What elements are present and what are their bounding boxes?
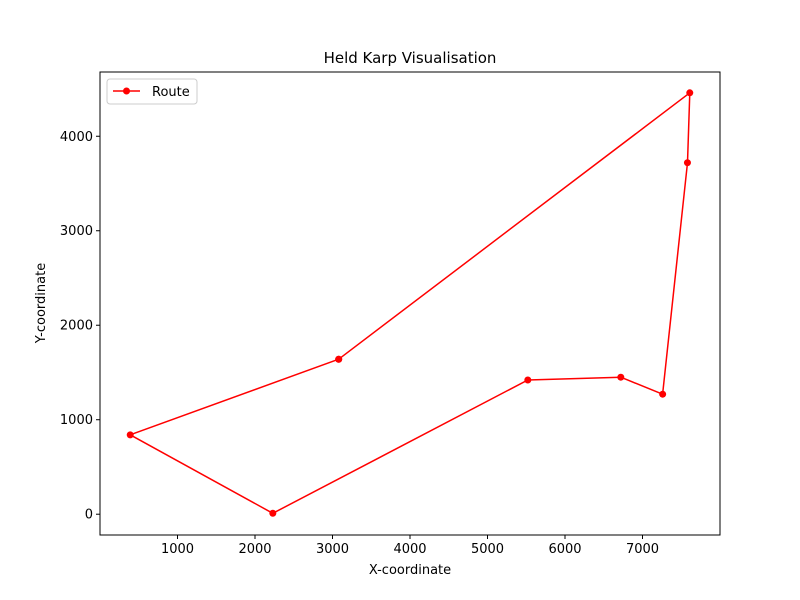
route-point xyxy=(617,373,625,381)
y-tick-label: 2000 xyxy=(60,319,93,334)
x-tick-label: 6000 xyxy=(548,542,581,557)
route-point xyxy=(335,355,343,363)
route-point xyxy=(683,159,691,167)
legend-box xyxy=(106,78,198,105)
plot-frame xyxy=(99,71,721,536)
y-tick-label: 3000 xyxy=(60,224,93,239)
route-point xyxy=(686,89,694,97)
legend-label: Route xyxy=(152,85,190,100)
x-tick-label: 2000 xyxy=(238,542,271,557)
y-tick-label: 1000 xyxy=(60,413,93,428)
x-tick-label: 3000 xyxy=(316,542,349,557)
plot-series xyxy=(126,89,694,517)
y-axis: 0 1000 2000 3000 4000 xyxy=(60,130,100,523)
chart-title: Held Karp Visualisation xyxy=(324,49,497,67)
x-axis: 1000 2000 3000 4000 5000 6000 7000 xyxy=(161,535,659,557)
y-axis-title: Y-coordinate xyxy=(34,263,49,344)
route-point xyxy=(126,431,134,439)
route-point xyxy=(524,376,532,384)
x-tick-label: 1000 xyxy=(161,542,194,557)
x-tick-label: 7000 xyxy=(626,542,659,557)
legend: Route xyxy=(106,78,198,105)
route-line xyxy=(129,92,691,515)
x-axis-title: X-coordinate xyxy=(369,563,451,578)
y-tick-label: 0 xyxy=(85,508,93,523)
legend-swatch-marker xyxy=(123,87,130,95)
y-tick-label: 4000 xyxy=(60,130,93,145)
route-point xyxy=(269,509,277,517)
x-tick-label: 4000 xyxy=(393,542,426,557)
route-point xyxy=(659,390,667,398)
x-tick-label: 5000 xyxy=(471,542,504,557)
